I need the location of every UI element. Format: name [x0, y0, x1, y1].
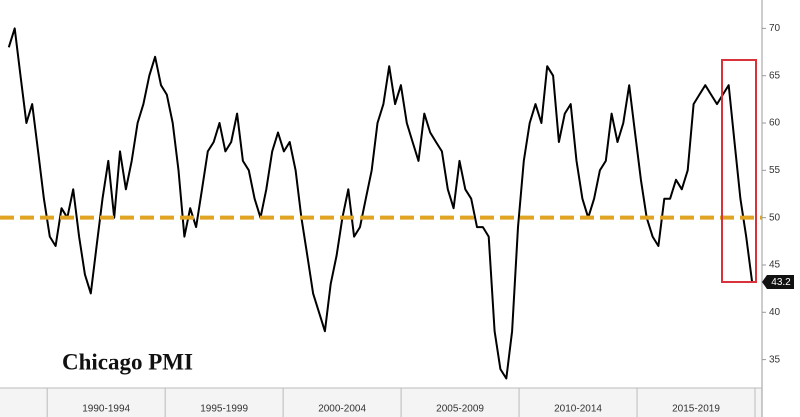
x-tick-label: 2015-2019 [672, 404, 720, 415]
y-tick-label: 35 [769, 354, 781, 365]
highlight-box [721, 59, 757, 283]
y-tick-label: 55 [769, 165, 781, 176]
x-tick-label: 2010-2014 [554, 404, 602, 415]
x-axis-strip [0, 388, 762, 417]
y-tick-label: 60 [769, 118, 781, 129]
data-line [7, 27, 754, 380]
y-tick-label: 50 [769, 212, 781, 223]
last-value-badge [762, 275, 794, 290]
x-tick-label: 1995-1999 [200, 404, 248, 415]
x-tick-label: 2005-2009 [436, 404, 484, 415]
y-tick-label: 70 [769, 23, 781, 34]
y-tick-label: 40 [769, 307, 781, 318]
chart-title: Chicago PMI [62, 349, 193, 374]
x-tick-label: 2000-2004 [318, 404, 366, 415]
y-tick-label: 65 [769, 70, 781, 81]
y-tick-label: 45 [769, 260, 781, 271]
last-value-label: 43.2 [771, 277, 791, 288]
x-tick-label: 1990-1994 [82, 404, 130, 415]
